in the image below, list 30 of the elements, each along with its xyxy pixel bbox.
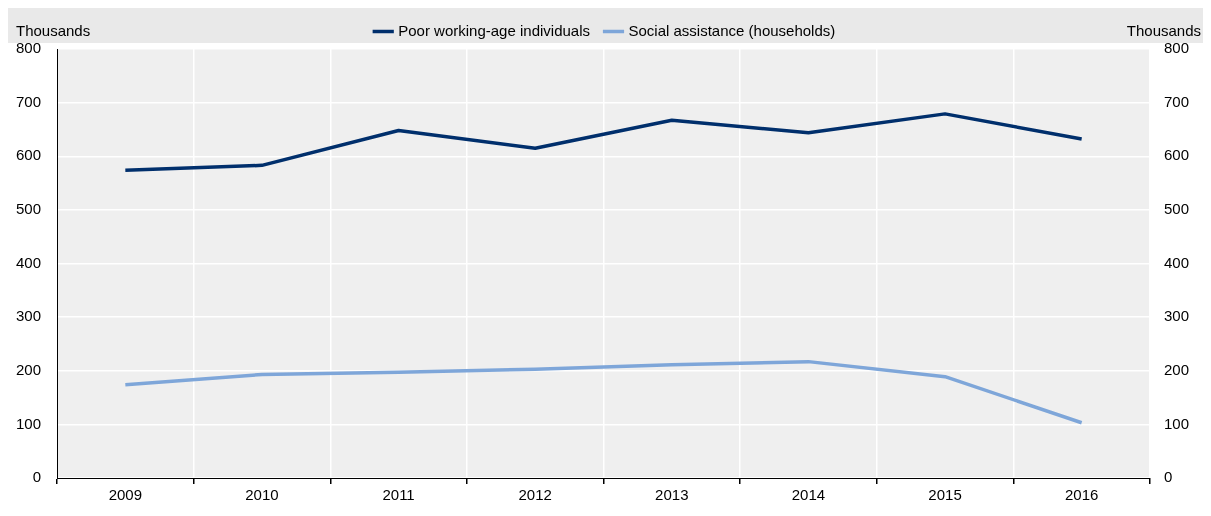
y-axis-title: Thousands: [16, 21, 91, 39]
x-tick-label: 2016: [1064, 486, 1099, 504]
y-tick-label: 0: [32, 468, 42, 486]
y2-tick-label: 400: [1163, 253, 1189, 271]
y2-tick-label: 500: [1163, 200, 1189, 218]
legend-label: Social assistance (households): [628, 21, 836, 39]
y-tick-label: 100: [16, 414, 42, 432]
y2-tick-label: 0: [1163, 468, 1173, 486]
legend-label: Poor working-age individuals: [398, 21, 591, 39]
y2-axis-title: Thousands: [1126, 21, 1201, 39]
x-tick-label: 2010: [245, 486, 279, 504]
x-tick-label: 2014: [791, 486, 826, 504]
y-tick-label: 700: [16, 92, 42, 110]
x-tick-label: 2013: [655, 486, 689, 504]
y2-tick-label: 800: [1163, 39, 1189, 57]
y-tick-label: 300: [16, 307, 42, 325]
y2-tick-label: 600: [1163, 146, 1189, 164]
y-tick-label: 400: [16, 253, 42, 271]
y2-tick-label: 300: [1163, 307, 1189, 325]
y2-tick-label: 700: [1163, 92, 1189, 110]
y-tick-label: 600: [16, 146, 42, 164]
y-tick-label: 800: [16, 39, 42, 57]
y2-tick-label: 100: [1163, 414, 1189, 432]
x-tick-label: 2012: [518, 486, 552, 504]
y-tick-label: 200: [16, 360, 42, 378]
x-tick-label: 2009: [108, 486, 143, 504]
y-tick-label: 500: [16, 200, 42, 218]
x-tick-label: 2011: [382, 486, 415, 504]
x-tick-label: 2015: [928, 486, 962, 504]
y2-tick-label: 200: [1163, 360, 1189, 378]
